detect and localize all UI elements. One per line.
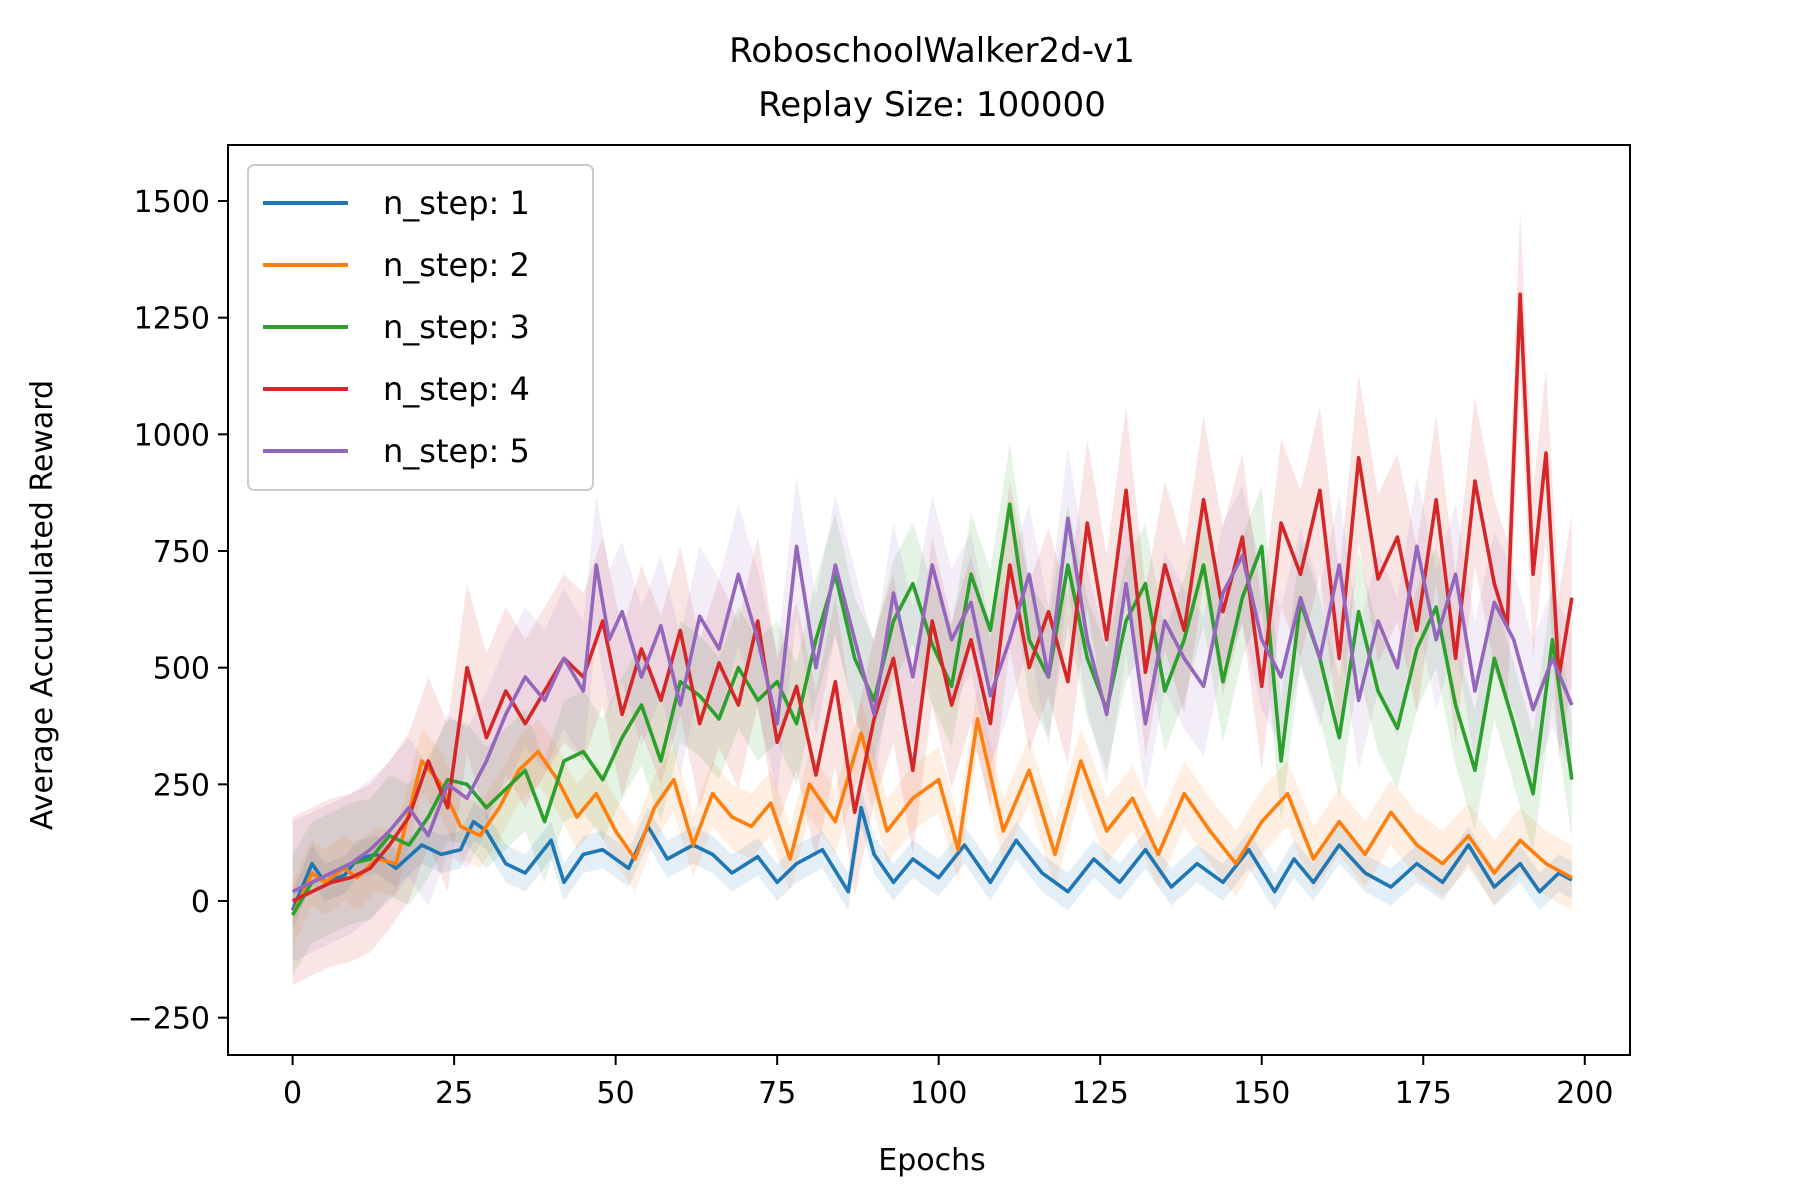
plot-frame bbox=[227, 144, 1631, 1056]
legend-label-1: n_step: 1 bbox=[383, 184, 530, 222]
legend-box bbox=[247, 164, 594, 491]
x-tick-label-0: 0 bbox=[283, 1076, 302, 1111]
chart-title: RoboschoolWalker2d-v1 bbox=[729, 31, 1135, 71]
x-tick-label-150: 150 bbox=[1233, 1076, 1290, 1111]
x-tick-label-200: 200 bbox=[1556, 1076, 1613, 1111]
x-tick-label-175: 175 bbox=[1395, 1076, 1452, 1111]
y-tick-label-1500: 1500 bbox=[134, 185, 210, 220]
legend-label-5: n_step: 5 bbox=[383, 432, 530, 470]
axes: 0 25 50 75 100 125 150 175 200 −250 0 250 500 750 1000… bbox=[128, 144, 1631, 1111]
y-tick-label-250: 250 bbox=[153, 768, 210, 803]
x-tick-label-100: 100 bbox=[910, 1076, 967, 1111]
x-tick-label-125: 125 bbox=[1072, 1076, 1129, 1111]
x-tick-label-50: 50 bbox=[597, 1076, 635, 1111]
y-axis-label: Average Accumulated Reward bbox=[25, 380, 60, 830]
y-tick-label-500: 500 bbox=[153, 652, 210, 687]
y-tick-label-750: 750 bbox=[153, 535, 210, 570]
series-5-line bbox=[291, 516, 1574, 894]
legend-label-4: n_step: 4 bbox=[383, 370, 530, 408]
y-tick-label--250: −250 bbox=[128, 1002, 210, 1037]
x-tick-label-25: 25 bbox=[435, 1076, 473, 1111]
series-4-band bbox=[292, 210, 1572, 986]
x-axis-label: Epochs bbox=[878, 1143, 986, 1178]
legend-label-3: n_step: 3 bbox=[383, 308, 530, 346]
y-tick-label-0: 0 bbox=[191, 885, 210, 920]
series-1-line bbox=[290, 805, 1573, 912]
series-3-line bbox=[291, 502, 1574, 916]
series-lines bbox=[290, 292, 1574, 916]
y-tick-label-1000: 1000 bbox=[134, 418, 210, 453]
y-tick-label-1250: 1250 bbox=[134, 302, 210, 337]
legend: n_step: 1 n_step: 2 n_step: 3 n_step: 4 n_st… bbox=[247, 164, 594, 491]
series-1-band bbox=[292, 789, 1572, 929]
legend-label-2: n_step: 2 bbox=[383, 246, 530, 284]
chart-subtitle: Replay Size: 100000 bbox=[758, 85, 1106, 125]
x-tick-label-75: 75 bbox=[758, 1076, 796, 1111]
